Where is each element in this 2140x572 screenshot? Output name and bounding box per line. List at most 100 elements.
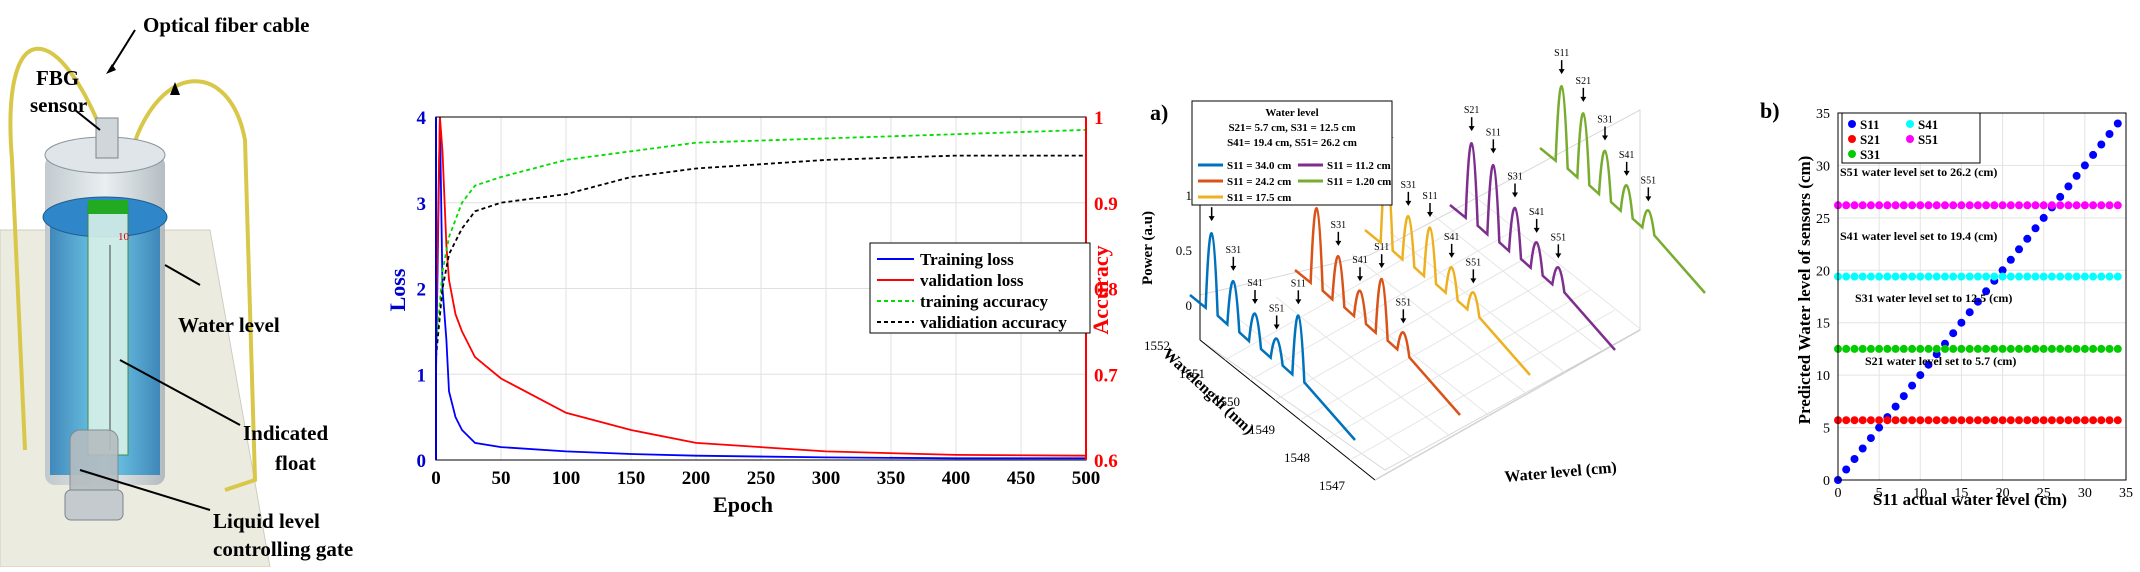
c3-point-s51 (1916, 201, 1925, 210)
c3-point-s31 (1842, 344, 1851, 353)
loss-accuracy-panel: 0 50 100 150 200 250 300 350 400 450 500 0 1 2 3 4 0.6 0.… (380, 0, 1120, 567)
c3-frame (1837, 112, 2127, 481)
c3-point-s11 (2015, 245, 2023, 254)
c3-point-s41 (1842, 272, 1851, 281)
c3-point-s21 (1941, 416, 1949, 425)
c2-zlabel: Power (a.u) (1140, 211, 1156, 285)
c3-xtick-label: 25 (2037, 486, 2051, 501)
c3-point-s21 (1908, 416, 1917, 425)
c2-peak-label: S51 (1551, 232, 1567, 243)
c3-xtick-label: 15 (1954, 486, 1968, 501)
c2-peak-arrowhead (1357, 276, 1363, 282)
c2-peak-arrowhead (1252, 299, 1258, 304)
c2-gridline (1351, 253, 1528, 395)
c2-peak-label: S11 (1554, 48, 1569, 59)
c3-point-s21 (2113, 416, 2122, 425)
c3-point-s41 (1891, 272, 1900, 281)
c3-point-s41 (1858, 272, 1867, 281)
c2-peak-arrowhead (1400, 318, 1407, 324)
c2-peak-arrowhead (1468, 126, 1475, 132)
c2-peak-label: S31 (1507, 172, 1523, 183)
c3-point-s41 (1990, 272, 1999, 281)
tank-diagram: 10 Optical fiber cable FBG sensor Water … (0, 13, 353, 568)
indicated-float (87, 204, 129, 456)
c2-peak-arrowhead (1623, 170, 1630, 176)
c3-point-s11 (2097, 140, 2106, 149)
c2-xlabel: Water level (cm) (1504, 459, 1618, 486)
c3-point-s21 (2064, 416, 2073, 425)
c3-point-s41 (2006, 272, 2015, 281)
fbg-label-line2: sensor (30, 93, 87, 117)
c3-point-s31 (2023, 344, 2032, 353)
c3-point-s21 (1842, 416, 1851, 425)
c3-point-s21 (1949, 416, 1958, 425)
c2-peak-arrowhead (1335, 240, 1342, 246)
c3-point-s11 (1899, 392, 1908, 401)
c3-point-s31 (2047, 344, 2056, 353)
c2-peak-label: S11 (1291, 278, 1306, 289)
c1-ylabel-left: Loss (385, 268, 410, 311)
c3-ytick-label: 30 (1816, 159, 1830, 174)
c3-point-s21 (1891, 416, 1900, 425)
c1-axes: 0 50 100 150 200 250 300 350 400 450 500 0 1 2 3 4 0.6 0.… (417, 108, 1119, 489)
c1-xtick-label: 400 (942, 468, 971, 489)
c3-point-s11 (1924, 360, 1933, 369)
c3-point-s31 (1941, 344, 1949, 353)
c2-gridline (1465, 189, 1642, 330)
c3-point-s51 (1850, 201, 1859, 210)
c3-point-s11 (2080, 161, 2089, 170)
c3-point-s31 (1883, 344, 1892, 353)
c3-xtick-label: 30 (2078, 486, 2092, 501)
indicated-float-label-2: float (275, 451, 316, 475)
fbg-sensor-housing (95, 117, 119, 159)
optical-fiber-right (130, 79, 258, 492)
c2-peak-label: S41 (1529, 207, 1545, 218)
c2-peak-label: S11 (1422, 191, 1437, 202)
c1-legend-1: validation loss (920, 271, 1024, 290)
c2-peak-label: S51 (1269, 303, 1285, 314)
spectrum-panel: 1 0.5 0 1552 1551 1550 1549 1548 1547 S21 S31 S41 S… (1120, 0, 1760, 567)
c2-legend-line1: S21= 5.7 cm, S31 = 12.5 cm (1228, 122, 1355, 134)
c3-point-s51 (1990, 201, 1999, 210)
c3-point-s11 (1842, 465, 1851, 474)
c3-point-s11 (1957, 318, 1966, 327)
c3-point-s11 (1850, 455, 1859, 463)
c2-series-line-4 (1539, 85, 1706, 294)
c1-xtick-label: 50 (492, 468, 511, 489)
c3-point-s21 (1932, 416, 1941, 425)
c3-point-s31 (1973, 344, 1982, 353)
c3-point-s31 (2105, 344, 2114, 353)
c3-point-s41 (2089, 272, 2098, 281)
c3-point-s11 (1908, 381, 1917, 390)
c2-peak-arrowhead (1378, 263, 1385, 269)
c2-peak-label: S31 (1401, 180, 1417, 191)
c2-legend-title: Water level (1265, 107, 1318, 119)
c3-point-s31 (2015, 344, 2023, 353)
c3-point-s41 (1899, 272, 1908, 281)
c3-legend-2: S31 (1860, 147, 1880, 162)
c3-xtick-label: 5 (1876, 486, 1883, 501)
c2-peak-arrowhead (1490, 148, 1497, 154)
c2-wltick-label: 1552 (1144, 338, 1170, 353)
c3-panel-label: b) (1760, 98, 1780, 123)
c2-gridline (1324, 289, 1591, 441)
c3-point-s51 (1899, 201, 1908, 210)
c3-point-s51 (1973, 201, 1982, 210)
c2-gridline (1427, 210, 1604, 352)
c3-point-s51 (1875, 201, 1884, 210)
c3-xtick-label: 10 (1913, 486, 1927, 501)
c3-point-s21 (1957, 416, 1966, 425)
c2-gridline (1374, 329, 1641, 481)
c2-wavelength-axis (1199, 339, 1376, 481)
c1-ytick-right-label: 0.9 (1094, 194, 1118, 215)
c2-peak-label: S21 (1576, 76, 1592, 87)
c2-ztick-label: 0.5 (1176, 243, 1192, 258)
c3-point-s41 (2105, 272, 2114, 281)
c3-point-s11 (2006, 255, 2015, 264)
c2-peak-arrowhead (1555, 253, 1562, 259)
c3-point-s21 (2039, 416, 2048, 425)
c2-peak-arrowhead (1558, 69, 1565, 75)
c3-point-s31 (1924, 344, 1933, 353)
c3-ytick-label: 15 (1816, 317, 1830, 332)
c3-point-s51 (1932, 201, 1941, 210)
